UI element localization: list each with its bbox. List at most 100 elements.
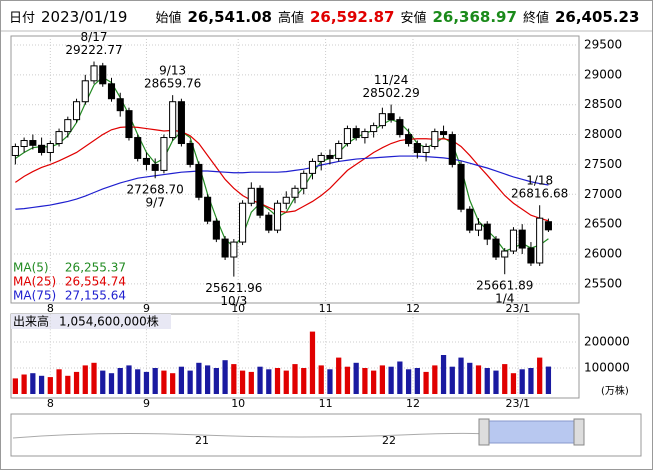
volume-bar [170, 373, 176, 394]
y-tick-label: 28500 [584, 97, 622, 111]
candle-body [256, 187, 264, 216]
candle-body [448, 134, 456, 165]
candle-body [38, 144, 46, 153]
volume-bar [12, 378, 18, 394]
candle-body [501, 250, 509, 258]
volume-bar [388, 366, 394, 394]
candle-body [142, 157, 151, 165]
candle-body [116, 98, 124, 112]
volume-bar [56, 369, 62, 394]
candle-body [99, 65, 107, 85]
annotation-label: 27268.70 [127, 183, 184, 197]
volume-bar [65, 375, 71, 394]
candle-body [527, 247, 535, 264]
annotation-date: 10/3 [220, 294, 247, 308]
y-tick-label: 29000 [584, 67, 622, 81]
candle-body [169, 101, 177, 139]
volume-bar [458, 357, 464, 394]
volume-bar [432, 365, 438, 394]
candle-body [81, 80, 89, 103]
candle-body [483, 223, 491, 240]
volume-bar [143, 371, 150, 394]
legend-value: 26,255.37 [65, 261, 126, 275]
candle-body [396, 119, 404, 136]
low: 26,368.97 [432, 8, 517, 26]
candle-body [544, 221, 552, 231]
x-tick-label: 12 [406, 397, 420, 410]
legend-name: MA(75) [13, 289, 56, 303]
candle-body [378, 113, 386, 127]
candle-body [177, 101, 185, 145]
x-tick-label: 23/1 [505, 302, 530, 315]
open: 26,541.08 [187, 8, 272, 26]
annotation-date: 11/24 [374, 73, 409, 87]
candle-body [134, 137, 142, 159]
candle-body [55, 131, 63, 145]
candle-body [160, 137, 168, 171]
volume-label-bg [11, 314, 171, 329]
volume-bar [371, 370, 377, 394]
candle-body [107, 83, 116, 100]
volume-bar [528, 368, 534, 394]
candle-body [352, 128, 360, 139]
volume-bar [222, 360, 228, 394]
volume-bar [266, 369, 272, 394]
volume-bar [248, 371, 254, 394]
candle-body [151, 163, 159, 171]
navigator-handle-left[interactable] [478, 418, 490, 446]
candle-body [361, 131, 369, 139]
legend-value: 27,155.64 [65, 289, 126, 303]
volume-bar [91, 362, 97, 394]
volume-bar [344, 366, 351, 394]
volume-bar [336, 357, 342, 394]
annotation-date: 9/13 [159, 64, 186, 78]
navigator-selection[interactable] [488, 420, 575, 444]
annotation-label: 28659.76 [144, 77, 201, 91]
ma-line [15, 126, 549, 222]
volume-bar [545, 366, 552, 394]
navigator-handle-right[interactable] [573, 418, 585, 446]
date: 2023/01/19 [41, 8, 128, 26]
candle-body [457, 163, 465, 210]
candle-body [431, 131, 439, 148]
x-tick-label: 9 [143, 302, 150, 315]
volume-panel [10, 313, 580, 399]
x-tick-label: 23/1 [505, 397, 530, 410]
x-tick-label: 8 [47, 302, 54, 315]
candle-body [282, 196, 290, 204]
annotation-date: 9/7 [146, 196, 165, 210]
header: 日付 2023/01/19 始値 26,541.08 高値 26,592.87 … [9, 7, 639, 26]
volume-bar [510, 373, 517, 394]
volume-bar [82, 365, 88, 394]
volume-bar [502, 364, 508, 394]
y-tick-label: 26500 [584, 217, 622, 231]
volume-bar [318, 365, 324, 394]
volume-bar [519, 369, 525, 394]
volume-bar [283, 370, 289, 394]
candle-body [90, 65, 98, 82]
candle-body [492, 238, 500, 258]
volume-bar [135, 369, 141, 394]
volume-bar [467, 362, 473, 394]
candle-body [509, 229, 518, 252]
volume-bar [178, 366, 185, 394]
candle-body [370, 125, 378, 133]
volume-bar [537, 357, 543, 394]
y-tick-label: 27000 [584, 187, 622, 201]
candle-body [72, 101, 81, 121]
legend-name: MA(25) [13, 275, 56, 289]
candle-body [29, 140, 37, 146]
candle-body [405, 134, 413, 145]
volume-bar [362, 368, 368, 394]
volume-bar [73, 371, 80, 394]
volume-bar [423, 371, 429, 394]
candle-body [20, 140, 28, 148]
ma-line [15, 155, 549, 210]
volume-bar [301, 368, 307, 394]
candle-body [221, 238, 229, 258]
x-tick-label: 8 [47, 397, 54, 410]
volume-bar [187, 370, 193, 394]
volume-unit: (万株) [601, 384, 629, 397]
y-tick-label: 27500 [584, 157, 622, 171]
